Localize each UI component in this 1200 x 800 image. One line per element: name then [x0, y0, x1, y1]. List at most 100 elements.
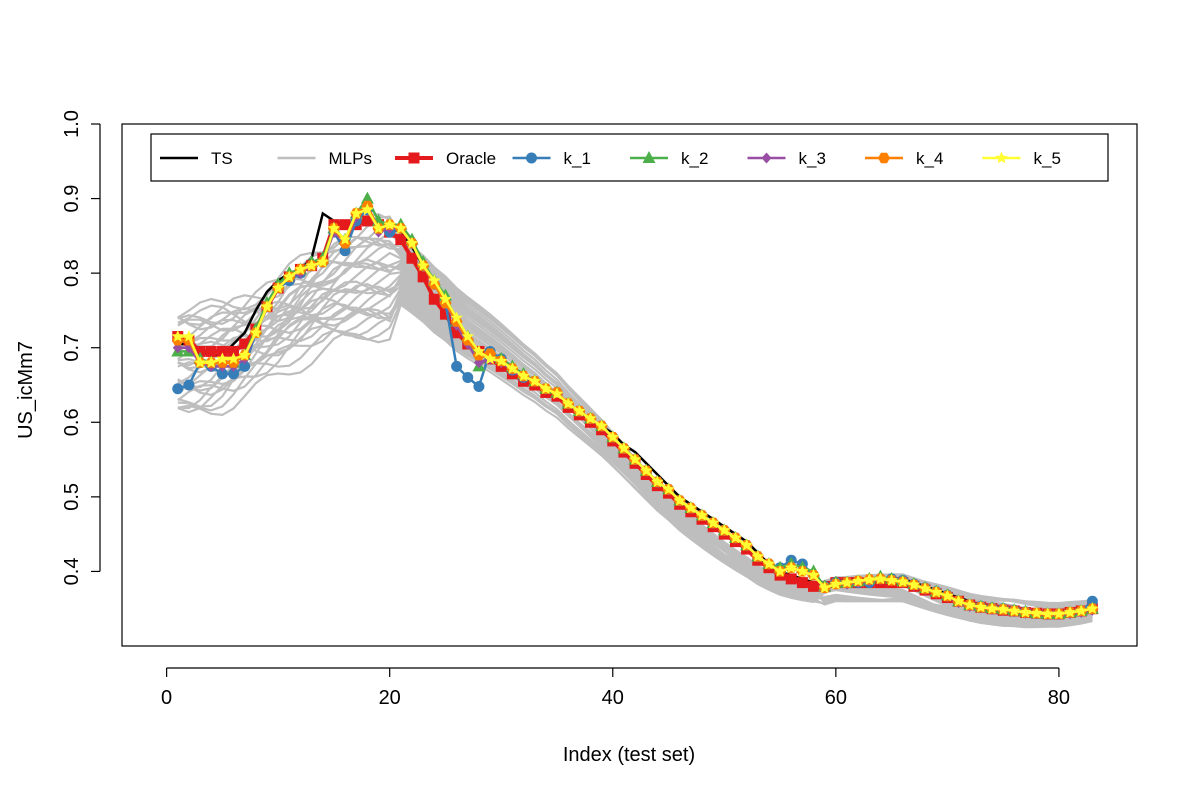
k1-series-point: [183, 379, 195, 391]
legend-marker: [642, 151, 656, 163]
k5-series-point: [617, 441, 631, 454]
mlp-line: [177, 236, 1093, 616]
oracle-series-point: [428, 293, 440, 305]
k5-series-point: [785, 561, 798, 573]
oracle-series-point: [228, 345, 240, 357]
k1-series-point: [172, 383, 184, 395]
k5-series-point: [762, 557, 776, 570]
k5-series-point: [405, 236, 419, 249]
k5-series-point: [483, 352, 497, 365]
k4-series-point: [461, 335, 474, 346]
oracle-series-point: [205, 345, 217, 357]
k5-series-point: [673, 494, 686, 506]
k5-series-point: [216, 352, 229, 365]
x-tick-label: 0: [161, 687, 172, 709]
legend-label: k_2: [681, 149, 708, 168]
k1-series-point: [462, 372, 474, 384]
k5-series-point: [305, 259, 318, 271]
oracle-series-point: [406, 252, 418, 264]
legend-item-ts: TS: [160, 149, 233, 168]
k5-series-point: [963, 598, 976, 611]
k5-series-point: [651, 475, 664, 488]
k5-series-point: [606, 430, 619, 443]
k5-series-point: [182, 330, 196, 342]
k5-series-point: [550, 387, 564, 400]
y-tick-label: 0.5: [61, 483, 83, 511]
k5-series-point: [472, 344, 486, 357]
k5-series-point: [1052, 607, 1066, 620]
k5-series-point: [662, 482, 675, 495]
k5-series-point: [539, 382, 552, 394]
k5-series-point: [941, 589, 954, 602]
series-group: [171, 191, 1099, 621]
k5-series-point: [863, 573, 876, 585]
k5-series-point: [918, 582, 932, 594]
k5-series-point: [874, 572, 887, 585]
y-tick-label: 0.4: [61, 558, 83, 586]
k5-series-point: [684, 501, 697, 514]
k5-series-point: [985, 602, 999, 614]
legend-label: k_3: [799, 149, 826, 168]
k5-series-point: [1086, 602, 1099, 614]
legend-item-k-5: k_5: [982, 149, 1061, 168]
oracle-series-point: [216, 345, 228, 357]
legend: TS MLPs Oracle k_1 k_2 k_3 k_4 k_5: [150, 133, 1109, 182]
k2-series-point: [360, 191, 374, 204]
legend-item-oracle: Oracle: [395, 149, 496, 168]
legend-label: k_1: [564, 149, 591, 168]
k5-series-point: [952, 594, 965, 607]
k5-series-point: [796, 564, 809, 577]
k5-series-point: [227, 352, 240, 365]
k5-series-point: [417, 259, 430, 271]
k5-series-point: [327, 221, 341, 234]
k5-series-point: [807, 568, 820, 581]
k5-series-point: [517, 369, 530, 382]
legend-label: k_4: [916, 149, 943, 168]
k5-series-point: [338, 233, 352, 245]
k5-series-point: [840, 576, 854, 588]
legend-label: Oracle: [446, 149, 496, 168]
k5-series-point: [740, 538, 753, 551]
k5-series-point: [628, 453, 642, 465]
k5-series-point: [907, 578, 921, 591]
k5-series-point: [294, 262, 307, 275]
k5-series-point: [249, 326, 262, 339]
oracle-series-point: [439, 308, 451, 320]
k5-series-point: [997, 603, 1010, 615]
plot-frame: [121, 123, 1138, 647]
y-tick-label: 0.6: [61, 408, 83, 436]
oracle-series-point: [239, 338, 251, 350]
k5-series: [171, 203, 1099, 620]
y-tick-label: 0.8: [61, 259, 83, 287]
oracle-series-point: [796, 577, 808, 589]
k1-series-point: [473, 380, 485, 392]
k1-series-point: [216, 368, 228, 380]
y-axis-label: US_icMm7: [15, 341, 37, 439]
k5-series-point: [584, 412, 597, 424]
k5-series-point: [595, 419, 608, 432]
k5-series-point: [885, 573, 898, 586]
k5-series-point: [640, 464, 653, 476]
k5-series-point: [818, 581, 831, 594]
k5-series-point: [439, 292, 452, 305]
k5-series-point: [852, 574, 865, 587]
k5-series-point: [1019, 605, 1032, 618]
k5-series-point: [751, 550, 764, 562]
k5-series-point: [896, 575, 909, 588]
x-axis-label: Index (test set): [563, 744, 695, 766]
k5-series-point: [283, 270, 296, 283]
k5-series-point: [829, 577, 842, 590]
y-tick-label: 0.9: [61, 185, 83, 213]
legend-label: TS: [211, 149, 233, 168]
legend-marker: [526, 152, 537, 164]
oracle-series-point: [451, 327, 463, 339]
k5-series-point: [450, 311, 463, 324]
x-tick-label: 20: [379, 687, 401, 709]
oracle-series-point: [361, 215, 373, 227]
k5-series-point: [316, 255, 329, 268]
k5-series-point: [930, 585, 943, 598]
legend-marker: [878, 152, 890, 164]
k5-series-point: [974, 600, 987, 613]
oracle-series-point: [395, 234, 407, 246]
